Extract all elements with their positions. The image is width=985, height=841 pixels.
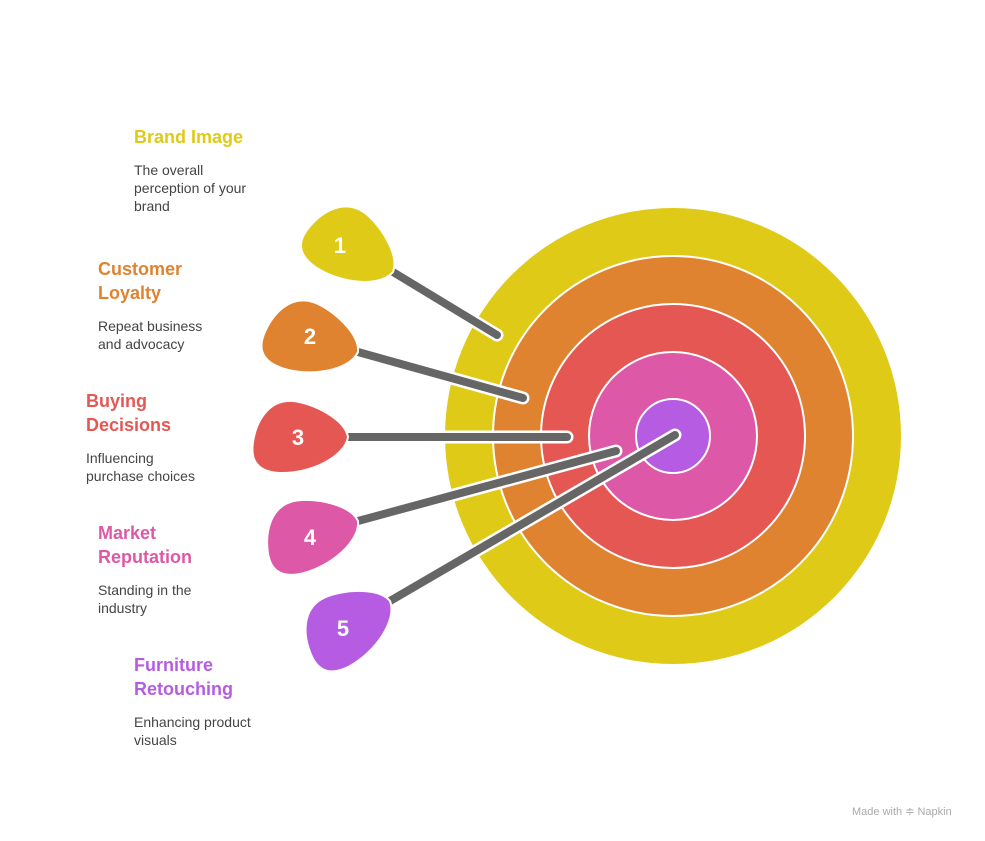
label-description: Enhancing product visuals [134,714,251,748]
label-furniture-retouching: Furniture Retouching Enhancing product v… [134,653,314,749]
label-title: Brand Image [134,127,244,147]
dart-4: 4 [266,444,623,576]
dart-shaft [389,268,501,339]
dart-head [300,205,396,283]
dart-number: 1 [334,233,346,258]
label-title: Buying Decisions [86,391,172,435]
dart-head [266,498,360,576]
napkin-watermark: Made with ≑ Napkin [852,806,952,818]
dart-3: 3 [251,399,574,475]
dart-number: 2 [304,324,316,349]
label-description: The overall perception of your brand [134,162,247,214]
label-description: Repeat business and advocacy [98,318,203,352]
dart-number: 4 [304,525,317,550]
dart-shaft [386,431,679,605]
dart-shaft [354,447,620,525]
dart-shaft [354,348,527,402]
label-market-reputation: Market Reputation Standing in the indust… [98,521,278,617]
dart-head [251,399,350,475]
dart-2: 2 [260,299,530,405]
dart-head [304,589,393,673]
dart-number: 3 [292,425,304,450]
label-description: Influencing purchase choices [86,450,195,484]
label-customer-loyalty: Customer Loyalty Repeat business and adv… [98,257,278,353]
label-brand-image: Brand Image The overall perception of yo… [134,125,314,215]
label-buying-decisions: Buying Decisions Influencing purchase ch… [86,389,266,485]
label-title: Furniture Retouching [134,655,233,699]
dart-5: 5 [304,428,682,673]
dart-1: 1 [300,205,504,342]
dart-number: 5 [337,616,349,641]
label-title: Customer Loyalty [98,259,183,303]
dart-head [260,299,360,374]
label-title: Market Reputation [98,523,192,567]
label-description: Standing in the industry [98,582,192,616]
